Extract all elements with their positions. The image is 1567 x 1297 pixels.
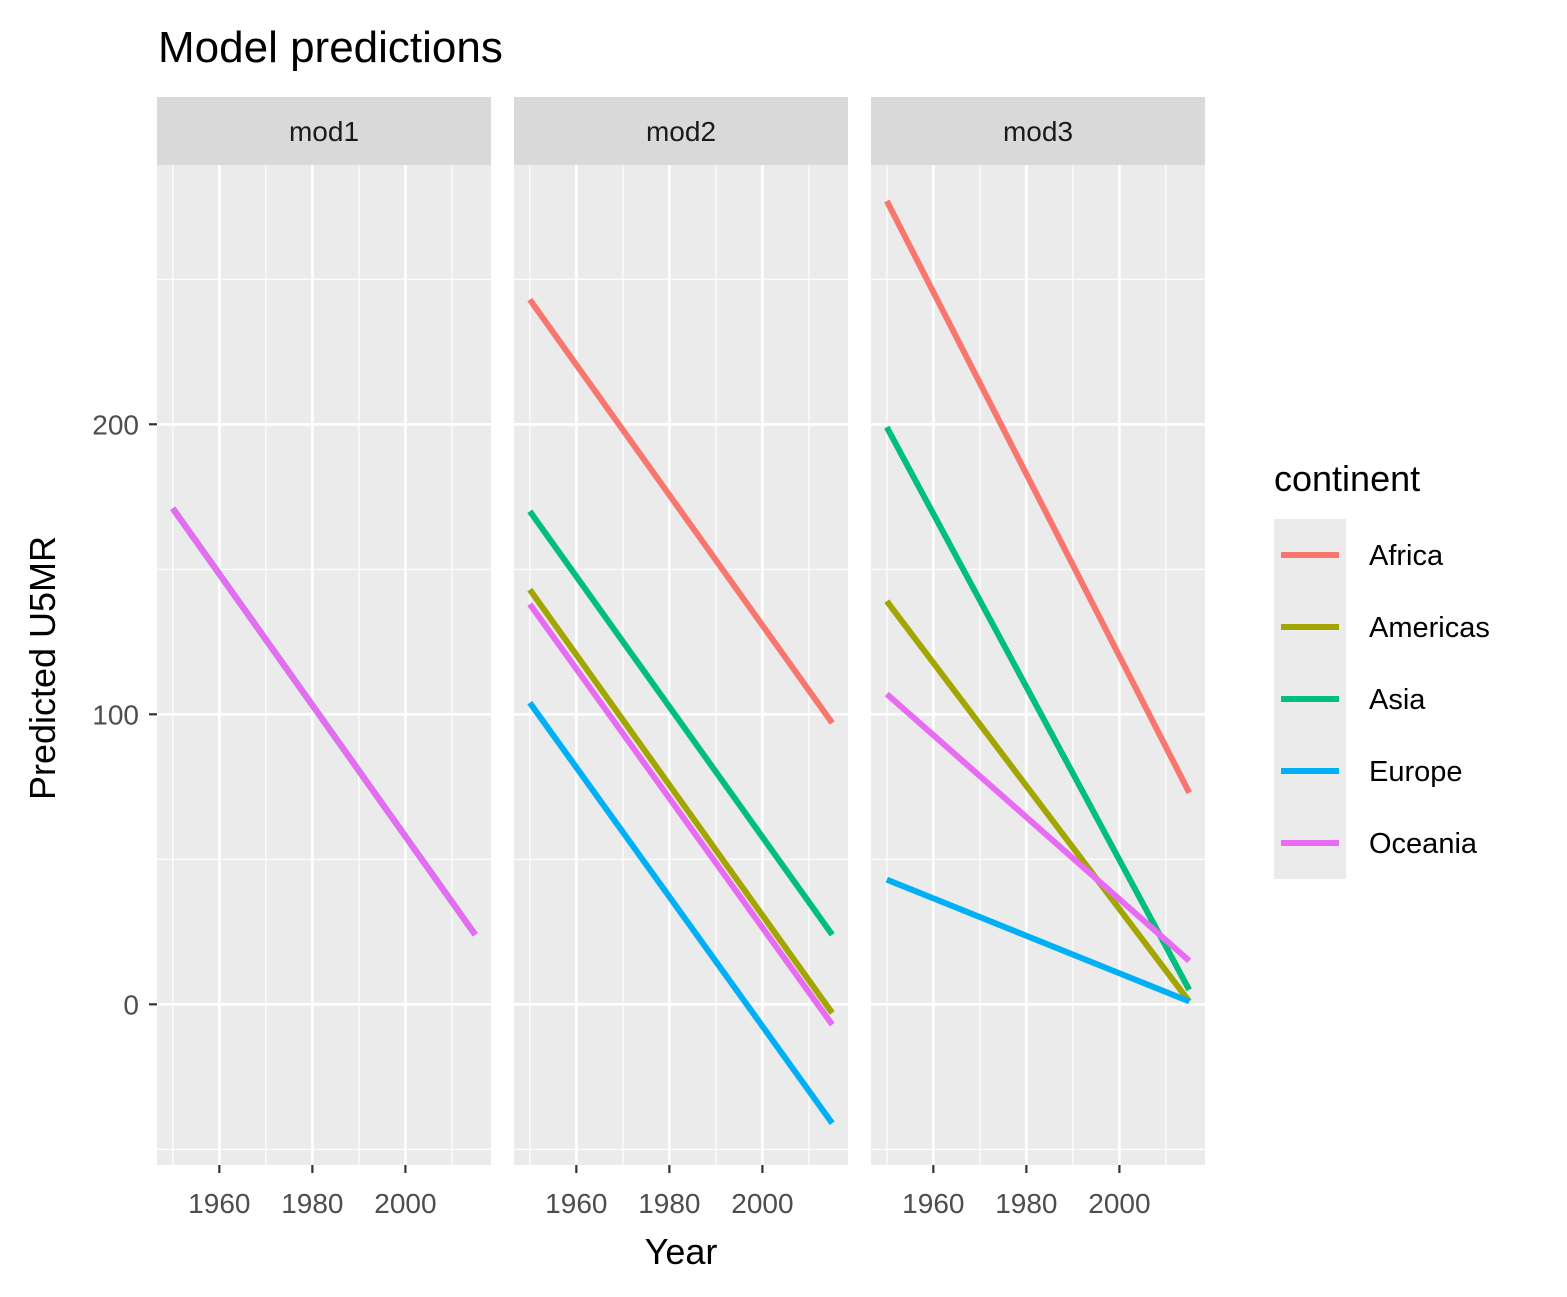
x-tick-label: 1980 bbox=[638, 1188, 700, 1219]
panel-background bbox=[157, 165, 491, 1165]
series-line-asia bbox=[527, 509, 835, 937]
x-tick-label: 1980 bbox=[995, 1188, 1057, 1219]
strip-background bbox=[514, 97, 848, 165]
x-axis-title: Year bbox=[645, 1231, 718, 1272]
facet-panel-mod1: mod1 1960 1980 2000 bbox=[157, 97, 491, 1219]
panel-background bbox=[871, 165, 1205, 1165]
y-axis: 0 100 200 bbox=[92, 409, 157, 1020]
strip-label: mod1 bbox=[289, 116, 359, 147]
y-tick-label: 100 bbox=[92, 699, 139, 730]
series-line-africa bbox=[884, 199, 1192, 794]
strip-label: mod2 bbox=[646, 116, 716, 147]
x-tick-label: 1960 bbox=[902, 1188, 964, 1219]
legend-items: Africa Americas Asia Europe Oceania bbox=[1281, 540, 1490, 860]
series-line-oceania bbox=[527, 602, 835, 1027]
y-tick-label: 200 bbox=[92, 409, 139, 440]
series-line-oceania bbox=[884, 691, 1192, 964]
series-line-oceania bbox=[170, 506, 478, 937]
legend-label-oceania: Oceania bbox=[1369, 828, 1478, 860]
chart-title: Model predictions bbox=[158, 23, 503, 72]
panel-background bbox=[514, 165, 848, 1165]
legend: continent Africa Americas Asia Europe Oceani… bbox=[1274, 458, 1490, 879]
series-line-europe bbox=[527, 700, 835, 1125]
strip-background bbox=[871, 97, 1205, 165]
series-line-africa bbox=[527, 297, 835, 725]
x-tick-label: 1960 bbox=[545, 1188, 607, 1219]
facet-panel-mod3: mod3 1960 1980 2000 bbox=[871, 97, 1205, 1219]
legend-label-asia: Asia bbox=[1369, 684, 1426, 716]
y-tick-label: 0 bbox=[123, 989, 139, 1020]
series-line-americas bbox=[527, 587, 835, 1015]
legend-title: continent bbox=[1274, 458, 1420, 499]
legend-label-americas: Americas bbox=[1369, 612, 1490, 644]
facet-panels: mod1 1960 1980 2000 mod2 1960 1980 2000 mod3 1960… bbox=[157, 97, 1205, 1219]
y-axis-title: Predicted U5MR bbox=[22, 536, 63, 800]
series-line-asia bbox=[884, 425, 1192, 992]
legend-label-europe: Europe bbox=[1369, 756, 1463, 788]
x-tick-label: 1980 bbox=[281, 1188, 343, 1219]
facet-panel-mod2: mod2 1960 1980 2000 bbox=[514, 97, 848, 1219]
series-line-europe bbox=[885, 876, 1191, 1005]
x-tick-label: 2000 bbox=[374, 1188, 436, 1219]
strip-background bbox=[157, 97, 491, 165]
series-line-americas bbox=[884, 599, 1192, 1004]
x-tick-label: 2000 bbox=[1088, 1188, 1150, 1219]
x-tick-label: 1960 bbox=[188, 1188, 250, 1219]
x-tick-label: 2000 bbox=[731, 1188, 793, 1219]
legend-label-africa: Africa bbox=[1369, 540, 1444, 572]
strip-label: mod3 bbox=[1003, 116, 1073, 147]
